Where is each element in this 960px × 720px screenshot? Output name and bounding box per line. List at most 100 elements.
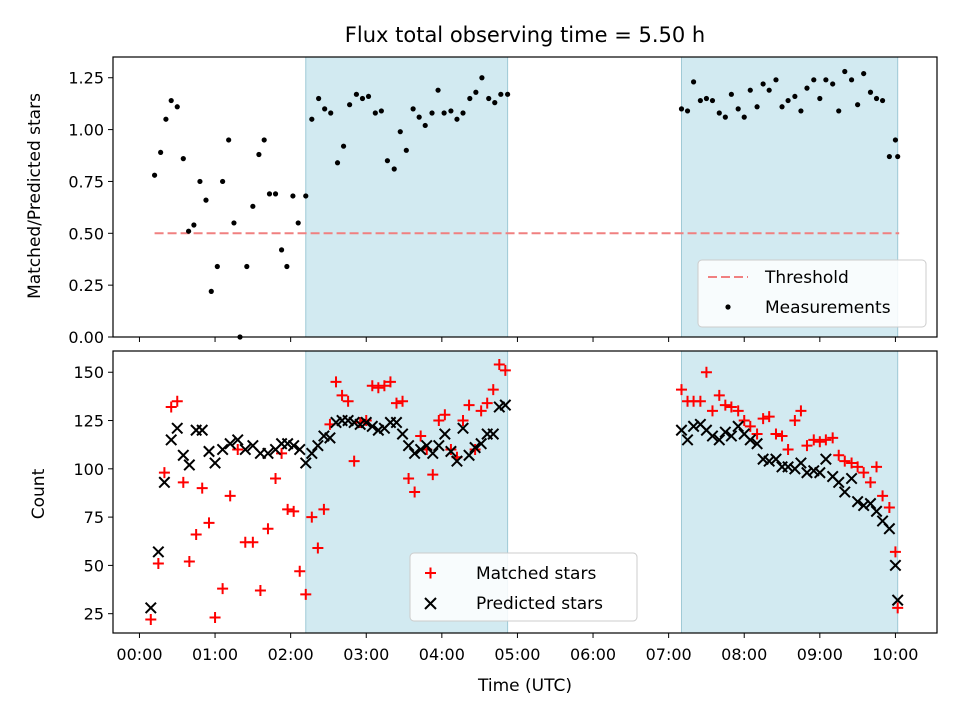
matched-star-point xyxy=(390,397,402,409)
predicted-star-point xyxy=(475,437,488,450)
measurement-point xyxy=(278,247,285,253)
matched-star-point xyxy=(814,436,826,448)
measurement-point xyxy=(290,193,296,199)
measurement-point xyxy=(328,110,334,116)
x-tick-label: 04:00 xyxy=(419,645,465,664)
matched-star-point xyxy=(892,602,904,614)
predicted-star-point xyxy=(144,601,157,614)
x-tick-label: 07:00 xyxy=(646,645,692,664)
matched-star-point xyxy=(864,476,876,488)
predicted-star-point xyxy=(751,437,763,450)
measurement-point xyxy=(448,108,454,114)
measurement-point xyxy=(180,156,186,162)
y-tick-label: 75 xyxy=(84,508,104,527)
matched-star-point xyxy=(757,413,769,425)
matched-star-point xyxy=(270,472,282,484)
matched-star-point xyxy=(384,376,396,388)
predicted-star-point xyxy=(681,433,694,446)
matched-star-point xyxy=(751,428,763,440)
predicted-star-point xyxy=(883,522,896,535)
matched-star-point xyxy=(839,455,851,467)
measurement-point xyxy=(492,100,498,106)
predicted-star-point xyxy=(838,486,851,498)
legend-threshold-label: Threshold xyxy=(764,268,849,288)
predicted-star-point xyxy=(732,420,745,433)
matched-star-point xyxy=(415,430,427,442)
matched-star-point xyxy=(177,476,189,488)
matched-star-point xyxy=(217,583,229,595)
predicted-star-point xyxy=(396,428,409,440)
predicted-star-point xyxy=(299,457,312,469)
measurement-point xyxy=(231,220,237,226)
predicted-star-point xyxy=(420,439,433,452)
y-tick-label: 100 xyxy=(73,460,104,479)
matched-star-point xyxy=(499,364,511,376)
measurement-point xyxy=(773,77,779,83)
matched-star-point xyxy=(700,366,712,378)
bottom-panel: 25 50 75 100 125 150 00:00 01:00 02:00 03:00 04:00… xyxy=(73,350,938,664)
predicted-star-point xyxy=(158,476,171,489)
matched-star-point xyxy=(224,490,236,502)
measurement-point xyxy=(716,110,722,116)
predicted-star-point xyxy=(463,449,475,462)
y-tick-label: 0.50 xyxy=(68,224,104,243)
measurement-point xyxy=(811,77,817,83)
bottom-xlabel: Time (UTC) xyxy=(477,676,572,696)
x-tick-label: 02:00 xyxy=(268,645,314,664)
matched-star-point xyxy=(254,585,266,597)
predicted-star-point xyxy=(469,441,482,454)
legend-box xyxy=(409,552,638,622)
matched-star-point xyxy=(493,359,505,371)
predicted-star-point xyxy=(744,433,757,446)
matched-star-point xyxy=(433,415,445,427)
matched-star-point xyxy=(871,461,883,473)
axes-frame xyxy=(112,350,938,634)
matched-star-point xyxy=(694,395,706,407)
measurement-point xyxy=(830,81,836,87)
measurement-point xyxy=(284,263,290,270)
measurement-point xyxy=(256,151,262,158)
measurement-point xyxy=(226,137,232,143)
measurement-point xyxy=(684,108,691,114)
matched-star-point xyxy=(354,416,366,428)
predicted-star-point xyxy=(390,416,403,429)
matched-star-point xyxy=(262,523,274,535)
predicted-star-point xyxy=(224,437,237,450)
matched-star-point xyxy=(852,461,864,473)
measurement-point xyxy=(709,97,716,104)
matched-star-point xyxy=(342,395,354,407)
matched-star-point xyxy=(776,430,788,442)
matched-star-point xyxy=(152,557,164,569)
matched-star-point xyxy=(487,384,499,396)
measurement-point xyxy=(754,104,760,110)
matched-star-point xyxy=(158,467,170,479)
matched-star-point xyxy=(378,380,390,392)
y-tick-label: 50 xyxy=(84,556,104,575)
matched-star-point xyxy=(795,405,807,417)
measurement-point xyxy=(873,95,880,102)
matched-star-point xyxy=(348,455,360,467)
y-tick-label: 0.25 xyxy=(68,276,104,295)
predicted-star-point xyxy=(706,430,719,442)
matched-star-point xyxy=(763,411,775,423)
matched-star-point xyxy=(183,556,195,568)
matched-star-point xyxy=(300,588,312,600)
measurement-point xyxy=(266,191,273,197)
y-tick-label: 125 xyxy=(73,412,104,431)
matched-star-point xyxy=(366,380,378,392)
x-tick-label: 10:00 xyxy=(872,645,918,664)
measurement-point xyxy=(174,104,180,110)
predicted-star-point xyxy=(324,432,336,444)
measurement-point xyxy=(158,149,164,156)
predicted-star-point xyxy=(414,443,427,456)
measurement-point xyxy=(798,108,804,114)
measurement-point xyxy=(353,91,360,97)
predicted-star-point xyxy=(687,420,700,433)
predicted-star-point xyxy=(360,416,373,429)
measurement-point xyxy=(203,197,209,203)
measurement-point xyxy=(498,91,504,97)
matched-star-point xyxy=(445,444,457,456)
matched-star-point xyxy=(306,511,318,523)
matched-star-point xyxy=(481,397,493,409)
measurement-point xyxy=(895,153,901,160)
